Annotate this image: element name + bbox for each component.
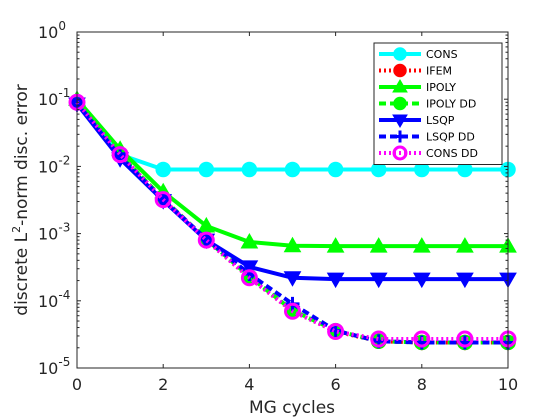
data-point xyxy=(284,302,301,320)
legend-item: IPOLY DD xyxy=(379,96,476,111)
x-tick-label: 2 xyxy=(158,375,168,394)
y-tick-label: 10-4 xyxy=(38,288,70,311)
data-point xyxy=(412,237,431,253)
data-point xyxy=(198,161,215,178)
legend-item: IFEM xyxy=(379,63,452,78)
axes-box xyxy=(76,31,509,369)
data-point xyxy=(392,114,408,128)
legend-label: CONS xyxy=(426,48,458,61)
data-point xyxy=(456,272,474,289)
legend-item: CONS xyxy=(379,47,458,61)
legend-label: LSQP xyxy=(426,114,455,127)
data-point xyxy=(328,323,343,338)
legend-item: CONS DD xyxy=(379,145,478,161)
data-point xyxy=(393,47,407,61)
legend-item: IPOLY xyxy=(379,79,456,94)
legend-item: LSQP DD xyxy=(379,130,475,144)
x-tick-label: 4 xyxy=(244,375,254,394)
x-axis-label: MG cycles xyxy=(249,398,335,418)
data-point xyxy=(240,232,259,249)
data-point xyxy=(370,330,388,348)
data-point xyxy=(327,161,344,178)
series-layer xyxy=(68,90,517,351)
ticks-layer: 0 2 4 6 8 10 100 10-1 10-2 10-3 10-4 10-5 xyxy=(38,19,518,394)
legend-label: IPOLY DD xyxy=(426,98,476,111)
x-tick-label: 0 xyxy=(72,375,82,394)
data-point xyxy=(111,146,129,164)
data-point xyxy=(155,161,171,178)
x-tick-label: 6 xyxy=(331,375,341,394)
legend-label: LSQP DD xyxy=(426,131,475,144)
y-tick-label: 10-5 xyxy=(38,355,70,378)
data-point xyxy=(240,269,258,287)
y-axis-label: discrete L2-norm disc. error xyxy=(10,84,32,315)
data-point xyxy=(392,79,408,93)
data-point xyxy=(393,96,407,111)
data-point xyxy=(197,231,215,249)
y-tick-label: 100 xyxy=(38,19,66,42)
y-tick-label: 10-2 xyxy=(38,153,70,176)
legend-label: IPOLY xyxy=(426,81,456,94)
x-tick-label: 8 xyxy=(417,375,427,394)
data-point xyxy=(327,322,345,340)
data-point xyxy=(326,272,345,289)
y-tick-label: 10-1 xyxy=(38,86,70,109)
legend-label: IFEM xyxy=(426,65,452,78)
data-point xyxy=(241,161,258,178)
legend: CONS IFEM IPOLY IPOLY DD LSQP LSQP DD CONS DD xyxy=(373,42,503,165)
data-point xyxy=(326,237,345,253)
data-point xyxy=(283,271,302,287)
data-point xyxy=(283,236,302,253)
series-line xyxy=(75,101,508,342)
data-point xyxy=(456,237,474,253)
legend-label: CONS DD xyxy=(426,147,478,160)
data-point xyxy=(284,161,301,178)
legend-item: LSQP xyxy=(379,114,455,128)
data-point xyxy=(369,272,388,289)
data-point xyxy=(394,130,406,143)
y-tick-label: 10-3 xyxy=(38,221,70,244)
data-point xyxy=(393,63,407,78)
data-point xyxy=(392,145,408,161)
data-point xyxy=(412,272,431,289)
data-point xyxy=(369,237,388,253)
x-tick-label: 10 xyxy=(498,375,518,394)
data-point xyxy=(413,330,431,348)
data-point xyxy=(154,191,172,209)
data-point xyxy=(456,330,474,348)
